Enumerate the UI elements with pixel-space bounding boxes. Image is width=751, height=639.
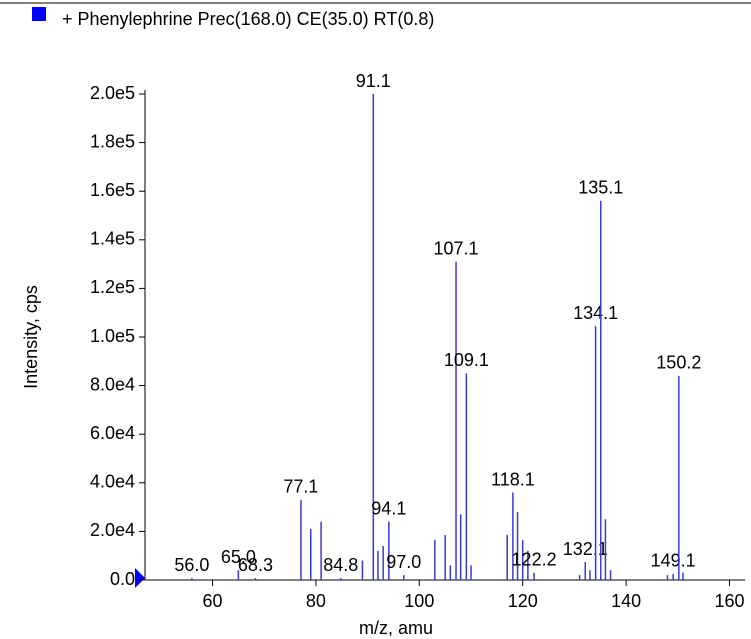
peak-label: 94.1 — [371, 498, 406, 518]
peak-label: 107.1 — [434, 238, 479, 258]
peak-label: 68.3 — [238, 555, 273, 575]
y-axis-label: Intensity, cps — [21, 285, 41, 389]
peak-label: 65.0 — [221, 547, 256, 567]
peak-label: 109.1 — [444, 350, 489, 370]
legend-swatch — [32, 7, 46, 21]
x-axis-label: m/z, amu — [359, 618, 433, 638]
peak-label: 149.1 — [651, 551, 696, 571]
y-tick-label: 1.6e5 — [90, 180, 135, 200]
y-tick-label: 4.0e4 — [90, 472, 135, 492]
peak-label: 84.8 — [323, 555, 358, 575]
peak-label: 56.0 — [174, 555, 209, 575]
peak-label: 122.2 — [512, 549, 557, 569]
y-tick-label: 1.8e5 — [90, 131, 135, 151]
y-tick-label: 8.0e4 — [90, 374, 135, 394]
x-tick-label: 140 — [611, 591, 641, 611]
x-tick-label: 120 — [508, 591, 538, 611]
peak-label: 77.1 — [283, 477, 318, 497]
origin-marker — [135, 568, 145, 588]
peak-label: 91.1 — [356, 71, 391, 91]
peak-label: 118.1 — [491, 469, 535, 489]
peak-label: 135.1 — [578, 178, 623, 198]
peak-label: 97.0 — [386, 552, 421, 572]
y-tick-label: 2.0e5 — [90, 83, 135, 103]
y-tick-label: 1.0e5 — [90, 326, 135, 346]
x-tick-label: 160 — [714, 591, 744, 611]
x-tick-label: 60 — [203, 591, 223, 611]
x-tick-label: 100 — [404, 591, 434, 611]
y-tick-label: 1.2e5 — [90, 277, 135, 297]
x-tick-label: 80 — [306, 591, 326, 611]
y-tick-label: 2.0e4 — [90, 520, 135, 540]
legend-label: + Phenylephrine Prec(168.0) CE(35.0) RT(… — [62, 9, 434, 29]
peak-label: 150.2 — [656, 353, 701, 373]
y-tick-label: 1.4e5 — [90, 229, 135, 249]
y-tick-label: 6.0e4 — [90, 423, 135, 443]
peak-label: 134.1 — [573, 303, 618, 323]
peak-label: 132.1 — [563, 539, 608, 559]
y-tick-label: 0.0 — [110, 569, 135, 589]
